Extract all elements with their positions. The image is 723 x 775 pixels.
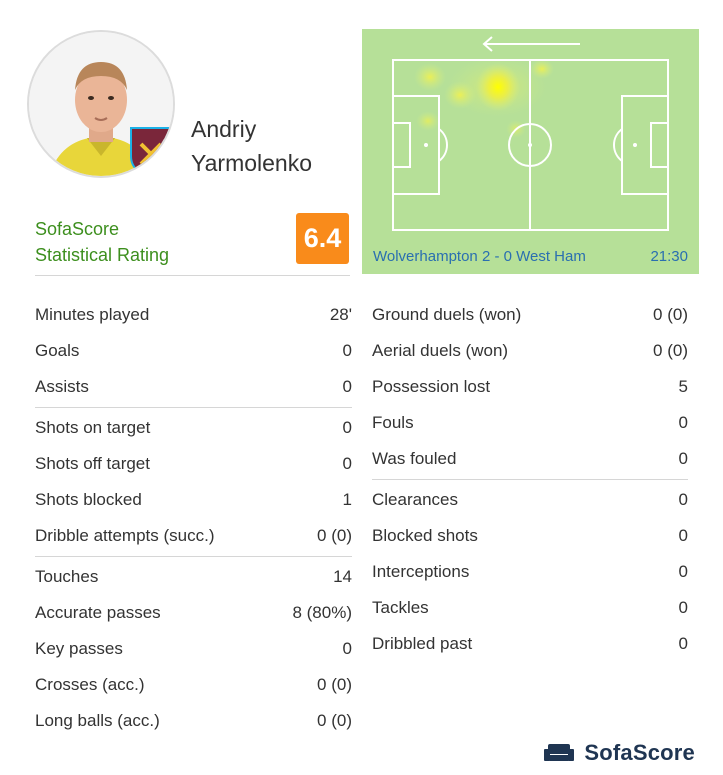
stat-row: Key passes 0 [35,631,352,667]
stats-right-column: Ground duels (won) 0 (0) Aerial duels (w… [372,297,688,662]
stat-row: Clearances 0 [372,482,688,518]
stat-value: 0 (0) [317,711,352,730]
stat-label: Accurate passes [35,603,161,622]
stat-row: Possession lost 5 [372,369,688,405]
stat-row: Dribble attempts (succ.) 0 (0) [35,518,352,554]
stat-row: Aerial duels (won) 0 (0) [372,333,688,369]
stat-row: Crosses (acc.) 0 (0) [35,667,352,703]
stat-label: Assists [35,377,89,396]
stat-label: Fouls [372,413,414,432]
player-name: Andriy Yarmolenko [191,112,312,180]
stat-value: 0 (0) [317,526,352,545]
rating-label: SofaScore Statistical Rating [35,216,169,268]
stat-value: 14 [333,567,352,586]
divider [35,556,352,557]
stat-row: Was fouled 0 [372,441,688,477]
stat-label: Interceptions [372,562,470,581]
stat-row: Dribbled past 0 [372,626,688,662]
stats-group: Touches 14 Accurate passes 8 (80%) Key p… [35,559,352,739]
stat-row: Touches 14 [35,559,352,595]
club-badge-icon [130,127,172,176]
stat-label: Touches [35,567,99,586]
heatmap-card[interactable]: Wolverhampton 2 - 0 West Ham 21:30 [362,29,699,274]
stat-label: Key passes [35,639,123,658]
stat-row: Tackles 0 [372,590,688,626]
stat-value: 1 [342,490,352,509]
sofa-icon [544,744,575,761]
stat-value: 0 [678,449,688,468]
stat-label: Dribbled past [372,634,473,653]
player-avatar [27,30,175,178]
stat-label: Shots on target [35,418,151,437]
divider [372,479,688,480]
stat-value: 28' [329,305,352,324]
divider [35,407,352,408]
stat-value: 5 [678,377,688,396]
stat-value: 0 [342,454,352,473]
stat-label: Tackles [372,598,429,617]
stat-label: Possession lost [372,377,491,396]
stat-value: 0 [342,377,352,396]
stat-row: Ground duels (won) 0 (0) [372,297,688,333]
match-time: 21:30 [650,248,688,265]
stat-value: 0 [678,413,688,432]
stat-row: Shots off target 0 [35,446,352,482]
stat-label: Was fouled [372,449,457,468]
stat-label: Goals [35,341,80,360]
stats-group: Shots on target 0 Shots off target 0 Sho… [35,410,352,554]
stat-row: Minutes played 28' [35,297,352,333]
pitch-lines [392,59,669,231]
stats-left-column: Minutes played 28' Goals 0 Assists 0 Sho… [35,297,352,739]
stat-value: 0 [678,562,688,581]
stat-row: Goals 0 [35,333,352,369]
sofascore-logo[interactable]: SofaScore [544,740,695,766]
stat-label: Aerial duels (won) [372,341,509,360]
stat-row: Assists 0 [35,369,352,405]
stats-group: Minutes played 28' Goals 0 Assists 0 [35,297,352,405]
stat-value: 0 [678,490,688,509]
stat-value: 0 (0) [653,341,688,360]
stat-row: Accurate passes 8 (80%) [35,595,352,631]
divider [35,275,350,276]
stat-row: Long balls (acc.) 0 (0) [35,703,352,739]
stat-value: 8 (80%) [292,603,352,622]
stat-value: 0 [678,634,688,653]
brand-text: SofaScore [584,740,695,765]
stat-label: Ground duels (won) [372,305,522,324]
stat-label: Crosses (acc.) [35,675,145,694]
stat-label: Clearances [372,490,458,509]
player-photo-icon [29,32,173,176]
stats-group: Ground duels (won) 0 (0) Aerial duels (w… [372,297,688,477]
stat-value: 0 [342,639,352,658]
stat-value: 0 [678,526,688,545]
stat-row: Blocked shots 0 [372,518,688,554]
stat-row: Fouls 0 [372,405,688,441]
heat-spots [414,57,554,138]
player-first-name: Andriy [191,116,257,142]
stat-row: Shots on target 0 [35,410,352,446]
stat-label: Shots blocked [35,490,142,509]
rating-label-line2: Statistical Rating [35,245,170,265]
stat-label: Shots off target [35,454,150,473]
player-last-name: Yarmolenko [191,150,313,176]
stat-value: 0 [342,341,352,360]
stats-group: Clearances 0 Blocked shots 0 Interceptio… [372,482,688,662]
stat-value: 0 [342,418,352,437]
match-label[interactable]: Wolverhampton 2 - 0 West Ham [373,248,586,265]
heatmap-pitch [392,36,669,231]
stat-value: 0 [678,598,688,617]
rating-label-line1: SofaScore [35,219,120,239]
attack-direction-arrow-icon [482,36,580,52]
stat-label: Blocked shots [372,526,478,545]
rating-badge: 6.4 [296,213,349,264]
stat-label: Minutes played [35,305,150,324]
stat-label: Long balls (acc.) [35,711,160,730]
stat-label: Dribble attempts (succ.) [35,526,215,545]
stat-value: 0 (0) [317,675,352,694]
stat-row: Interceptions 0 [372,554,688,590]
stat-row: Shots blocked 1 [35,482,352,518]
stat-value: 0 (0) [653,305,688,324]
